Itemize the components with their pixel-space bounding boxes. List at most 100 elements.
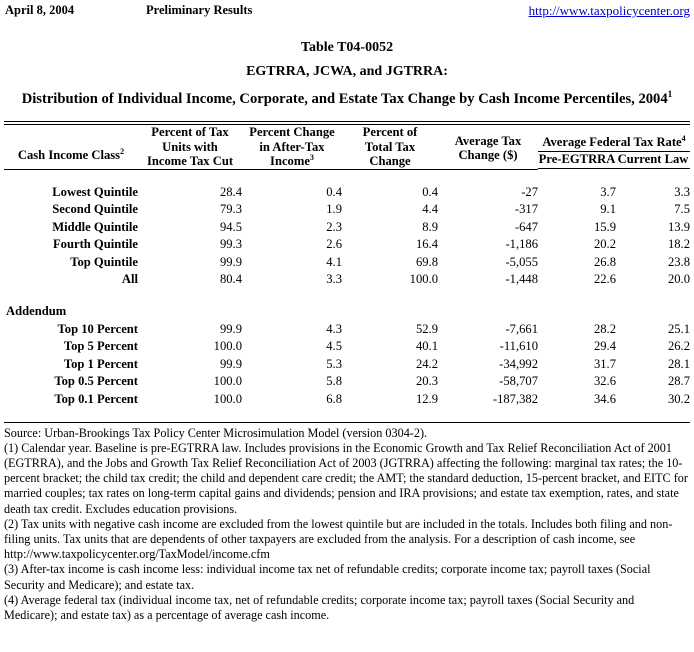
title-block: Table T04-0052 EGTRRA, JCWA, and JGTRRA:…	[0, 37, 694, 113]
cell-pct-units: 100.0	[213, 392, 242, 407]
cell-pre-egtrra: 28.2	[593, 321, 616, 336]
cell-pct-change-after-tax: 5.3	[326, 356, 342, 371]
table-row: Top 10 Percent 99.9 4.3 52.9 -7,661 28.2…	[4, 321, 690, 339]
cell-pct-change-after-tax: 0.4	[326, 184, 342, 199]
cell-pct-total-tax-change: 8.9	[422, 219, 438, 234]
page-title: Distribution of Individual Income, Corpo…	[0, 85, 694, 113]
cell-pct-total-tax-change: 24.2	[415, 356, 438, 371]
table-row: Lowest Quintile 28.4 0.4 0.4 -27 3.7 3.3	[4, 184, 690, 202]
cell-pct-change-after-tax: 2.3	[326, 219, 342, 234]
notes-block: Source: Urban-Brookings Tax Policy Cente…	[0, 423, 694, 624]
table-row: Second Quintile 79.3 1.9 4.4 -317 9.1 7.…	[4, 201, 690, 219]
table-top-double-rule	[4, 121, 690, 125]
col-header-avg-change-line2: Change ($)	[458, 148, 518, 162]
taxpolicycenter-link[interactable]: http://www.taxpolicycenter.org	[528, 3, 690, 18]
col-header-pct-change-line3-text: Income	[270, 154, 310, 168]
cell-pct-units: 28.4	[219, 184, 242, 199]
col-header-avg-change-line1: Average Tax	[454, 133, 522, 148]
col-header-pct-change-line1: Percent Change	[249, 125, 335, 139]
addendum-gap-cell	[4, 289, 690, 303]
cell-avg-tax-change: -1,186	[505, 237, 538, 252]
col-header-percent-tax-units: Percent of Tax Units with Income Tax Cut	[138, 125, 242, 170]
cell-current-law: 25.1	[667, 321, 690, 336]
note-3: (3) After-tax income is cash income less…	[4, 562, 651, 592]
table-row: Top 0.5 Percent 100.0 5.8 20.3 -58,707 3…	[4, 373, 690, 391]
row-label: Top Quintile	[70, 254, 138, 269]
table-row: Top Quintile 99.9 4.1 69.8 -5,055 26.8 2…	[4, 254, 690, 272]
cell-pct-units: 99.9	[219, 356, 242, 371]
cell-pct-change-after-tax: 4.3	[326, 321, 342, 336]
row-label: Top 5 Percent	[63, 339, 138, 354]
report-date: April 8, 2004	[5, 3, 75, 17]
cell-pre-egtrra: 3.7	[600, 184, 616, 199]
cell-pct-total-tax-change: 20.3	[415, 374, 438, 389]
page-header-bar: April 8, 2004 Preliminary Results http:/…	[0, 0, 694, 21]
col-header-pct-units-line3: Income Tax Cut	[146, 154, 234, 168]
data-table-container: Cash Income Class2 Percent of Tax Units …	[0, 121, 694, 423]
page-title-footnote-marker: 1	[667, 90, 673, 101]
cell-pct-total-tax-change: 40.1	[415, 339, 438, 354]
header-gap-cell	[4, 169, 690, 184]
cell-pre-egtrra: 32.6	[593, 374, 616, 389]
cell-pct-units: 79.3	[219, 202, 242, 217]
table-header-row: Cash Income Class2 Percent of Tax Units …	[4, 125, 690, 170]
note-2: (2) Tax units with negative cash income …	[4, 516, 673, 562]
cell-avg-tax-change: -647	[514, 219, 538, 234]
col-header-pct-units-line1: Percent of Tax	[151, 125, 229, 139]
cell-pct-change-after-tax: 1.9	[326, 202, 342, 217]
cell-pct-units: 100.0	[213, 339, 242, 354]
table-row: Fourth Quintile 99.3 2.6 16.4 -1,186 20.…	[4, 236, 690, 254]
cell-avg-tax-change: -5,055	[505, 254, 538, 269]
avg-federal-tax-rate-label: Average Federal Tax Rate4	[538, 134, 690, 152]
cell-pct-units: 99.3	[219, 237, 242, 252]
cell-current-law: 26.2	[667, 339, 690, 354]
col-header-percent-change-after-tax: Percent Change in After-Tax Income3	[242, 125, 342, 170]
cash-income-class-footnote-marker: 2	[120, 146, 125, 156]
cell-pct-units: 99.9	[219, 254, 242, 269]
cell-avg-tax-change: -187,382	[492, 392, 538, 407]
cell-pct-total-tax-change: 4.4	[422, 202, 438, 217]
cell-pct-total-tax-change: 52.9	[415, 321, 438, 336]
cell-pct-total-tax-change: 0.4	[422, 184, 438, 199]
table-number: Table T04-0052	[300, 40, 394, 55]
cell-pct-units: 94.5	[219, 219, 242, 234]
cell-pre-egtrra: 15.9	[593, 219, 616, 234]
cell-avg-tax-change: -58,707	[499, 374, 538, 389]
table-row: Top 0.1 Percent 100.0 6.8 12.9 -187,382 …	[4, 391, 690, 409]
cell-avg-tax-change: -7,661	[505, 321, 538, 336]
cell-pre-egtrra: 20.2	[593, 237, 616, 252]
cell-pct-units: 100.0	[213, 374, 242, 389]
cell-pre-egtrra: 26.8	[593, 254, 616, 269]
col-header-pre-egtrra: Pre-EGTRRA	[538, 152, 616, 169]
cell-pre-egtrra: 9.1	[600, 202, 616, 217]
cell-avg-tax-change: -34,992	[499, 356, 538, 371]
col-header-cash-income-class-text: Cash Income Class	[17, 148, 121, 162]
cell-pct-total-tax-change: 12.9	[415, 392, 438, 407]
cell-pct-change-after-tax: 4.5	[326, 339, 342, 354]
table-bottom-rule	[4, 421, 690, 423]
cell-pct-total-tax-change: 100.0	[409, 272, 438, 287]
row-label: Second Quintile	[52, 202, 138, 217]
col-header-current-law: Current Law	[616, 152, 690, 169]
row-label: Middle Quintile	[52, 219, 138, 234]
cell-current-law: 3.3	[674, 184, 690, 199]
table-bottom-gap-row	[4, 409, 690, 418]
cell-pct-change-after-tax: 6.8	[326, 392, 342, 407]
cell-pct-change-after-tax: 5.8	[326, 374, 342, 389]
after-tax-income-footnote-marker: 3	[309, 152, 314, 162]
col-header-pct-change-line3: Income3	[242, 152, 342, 169]
cell-avg-tax-change: -317	[514, 202, 538, 217]
cell-pct-change-after-tax: 2.6	[326, 237, 342, 252]
note-4: (4) Average federal tax (individual inco…	[4, 592, 635, 623]
cell-pre-egtrra: 22.6	[593, 272, 616, 287]
addendum-gap-row	[4, 289, 690, 303]
acts-subtitle: EGTRRA, JCWA, and JGTRRA:	[246, 64, 448, 79]
row-label: Top 1 Percent	[63, 356, 138, 371]
avg-federal-tax-rate-subheaders: Pre-EGTRRA Current Law	[538, 152, 690, 169]
table-row: Middle Quintile 94.5 2.3 8.9 -647 15.9 1…	[4, 219, 690, 237]
col-header-percent-total-tax-change: Percent of Total Tax Change	[342, 125, 438, 170]
cell-current-law: 20.0	[667, 272, 690, 287]
page-title-text: Distribution of Individual Income, Corpo…	[21, 91, 668, 107]
cell-current-law: 13.9	[667, 219, 690, 234]
note-source: Source: Urban-Brookings Tax Policy Cente…	[4, 425, 428, 440]
